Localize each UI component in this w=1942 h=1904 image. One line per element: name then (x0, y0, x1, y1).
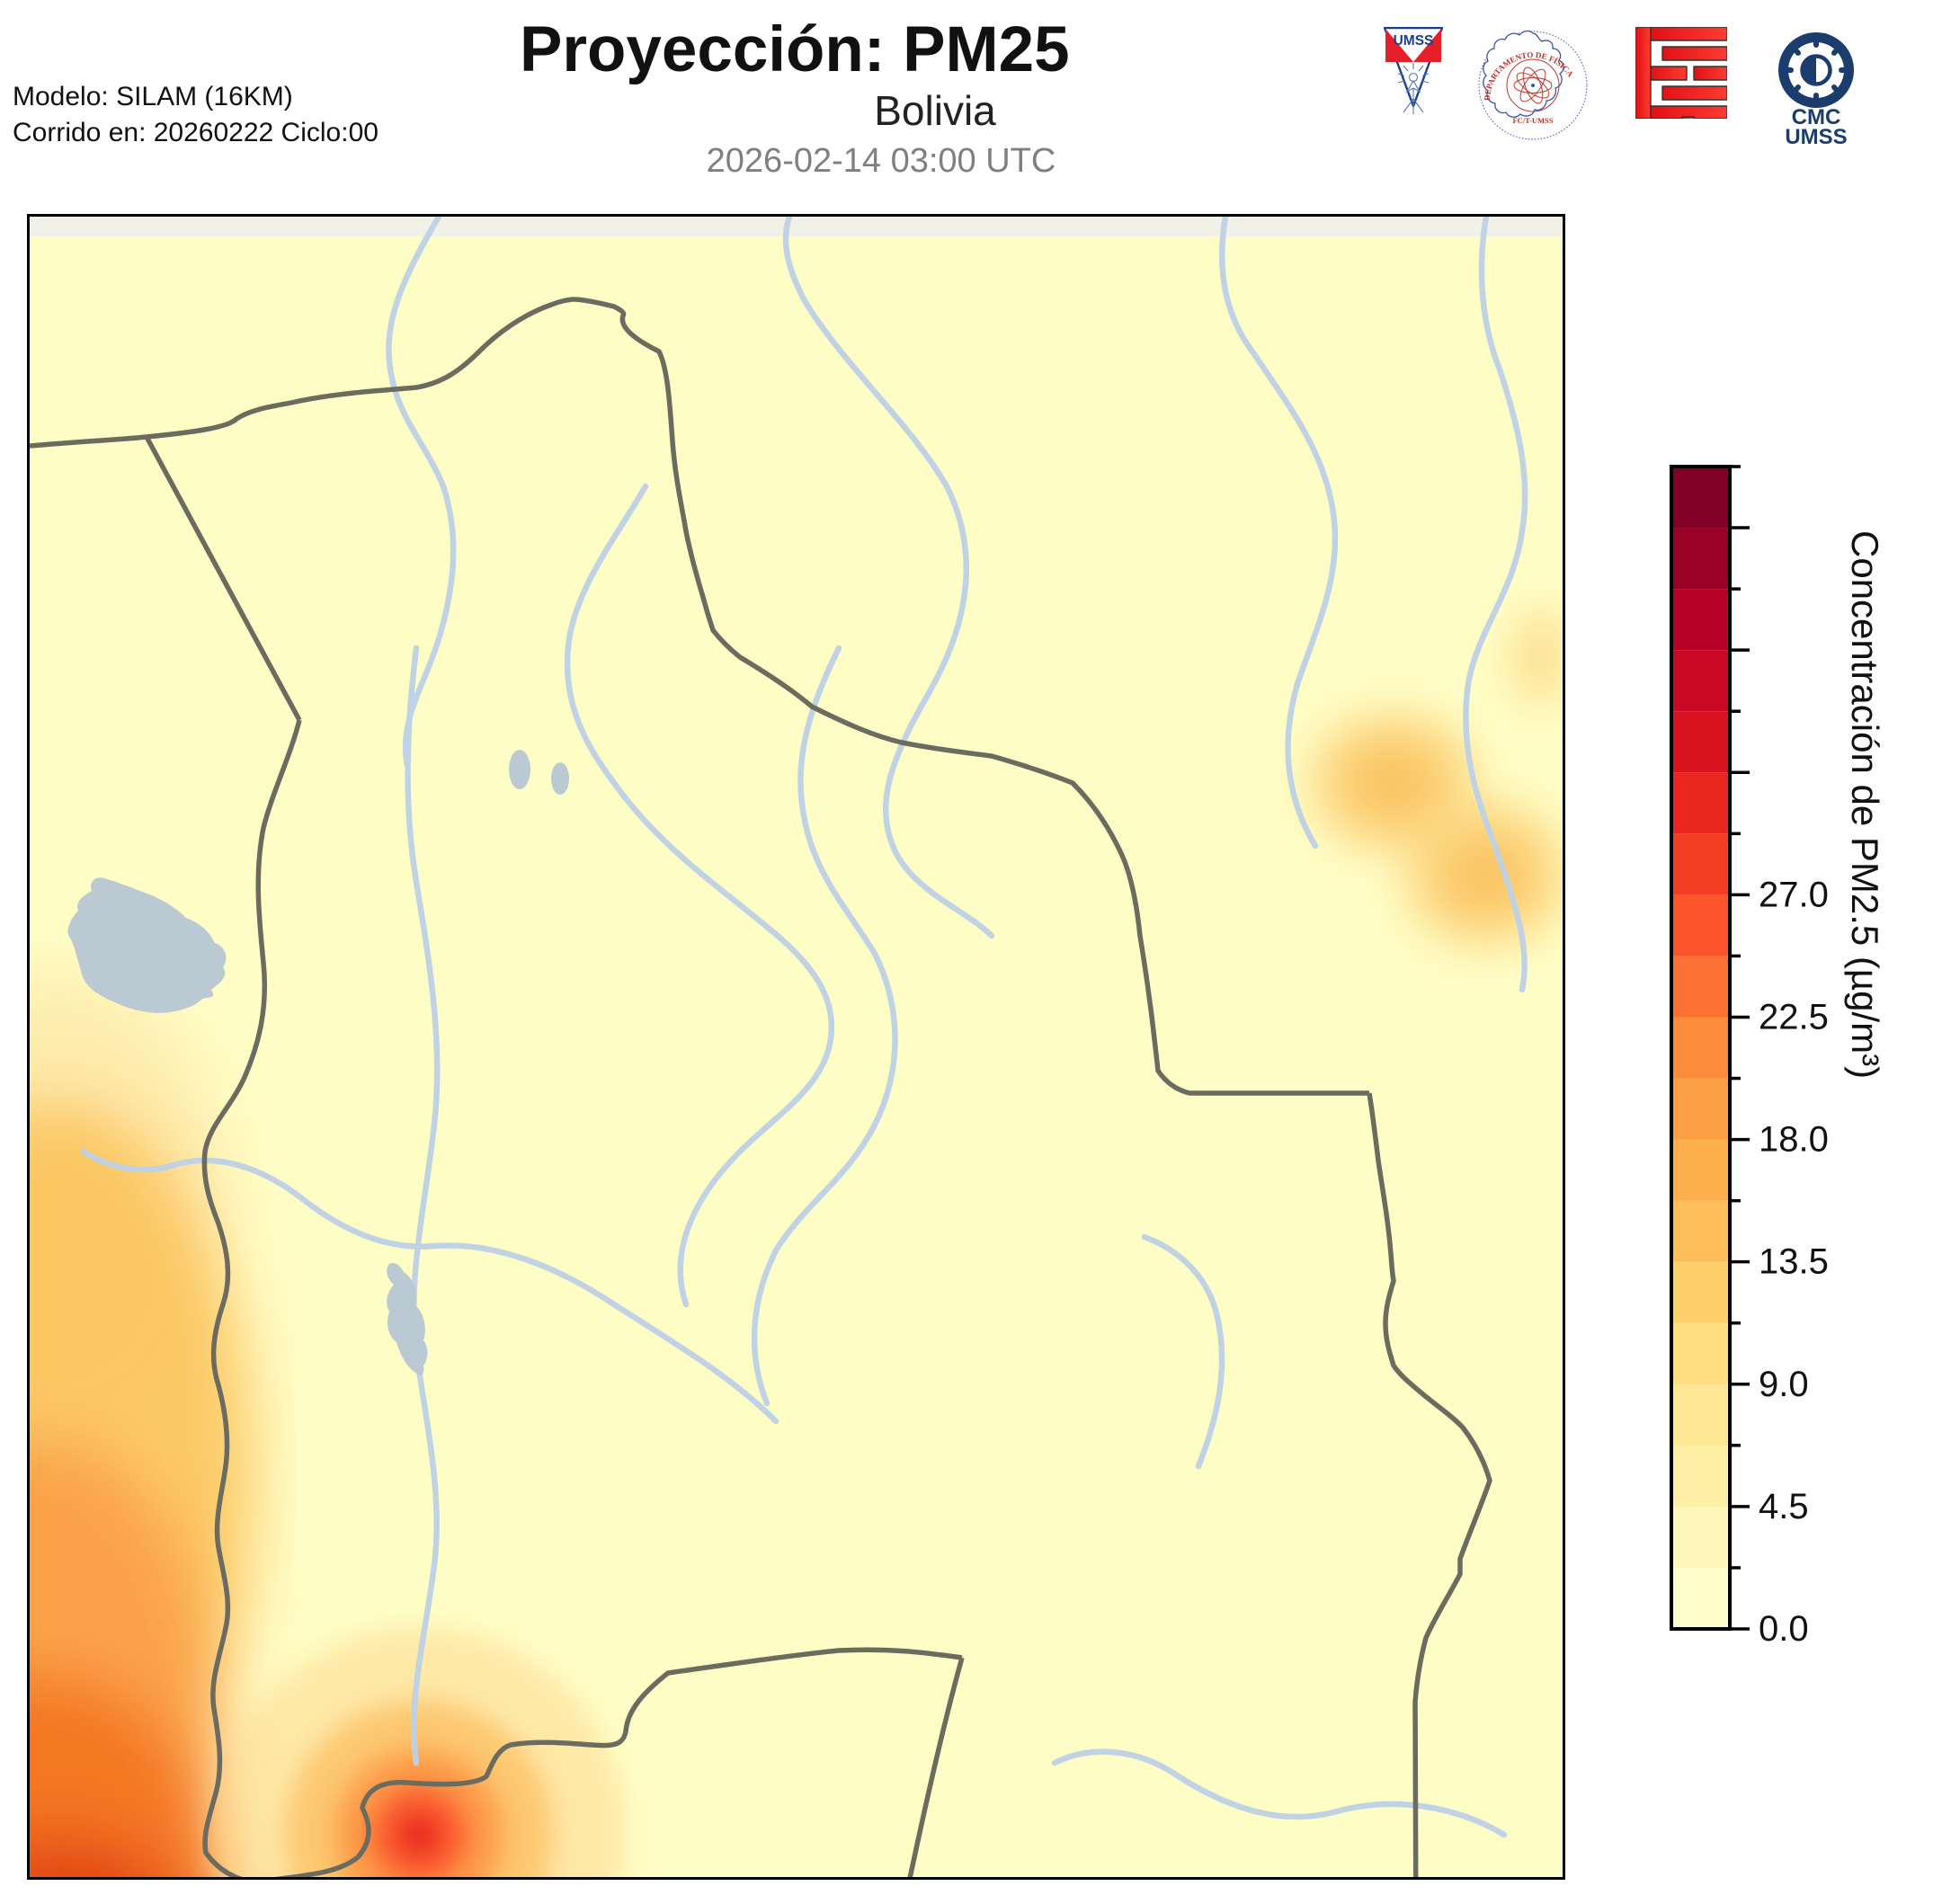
svg-text:18.0: 18.0 (1759, 1120, 1829, 1160)
svg-text:22.5: 22.5 (1759, 998, 1829, 1037)
svg-text:9.0: 9.0 (1759, 1365, 1809, 1404)
svg-text:UMSS: UMSS (1785, 125, 1847, 144)
svg-text:13.5: 13.5 (1759, 1242, 1829, 1282)
svg-text:4.5: 4.5 (1759, 1487, 1809, 1526)
svg-text:27.0: 27.0 (1759, 875, 1829, 914)
svg-text:0.0: 0.0 (1759, 1609, 1809, 1649)
svg-text:FC/T-UMSS: FC/T-UMSS (1512, 116, 1553, 125)
svg-text:UMSS: UMSS (1394, 33, 1434, 49)
